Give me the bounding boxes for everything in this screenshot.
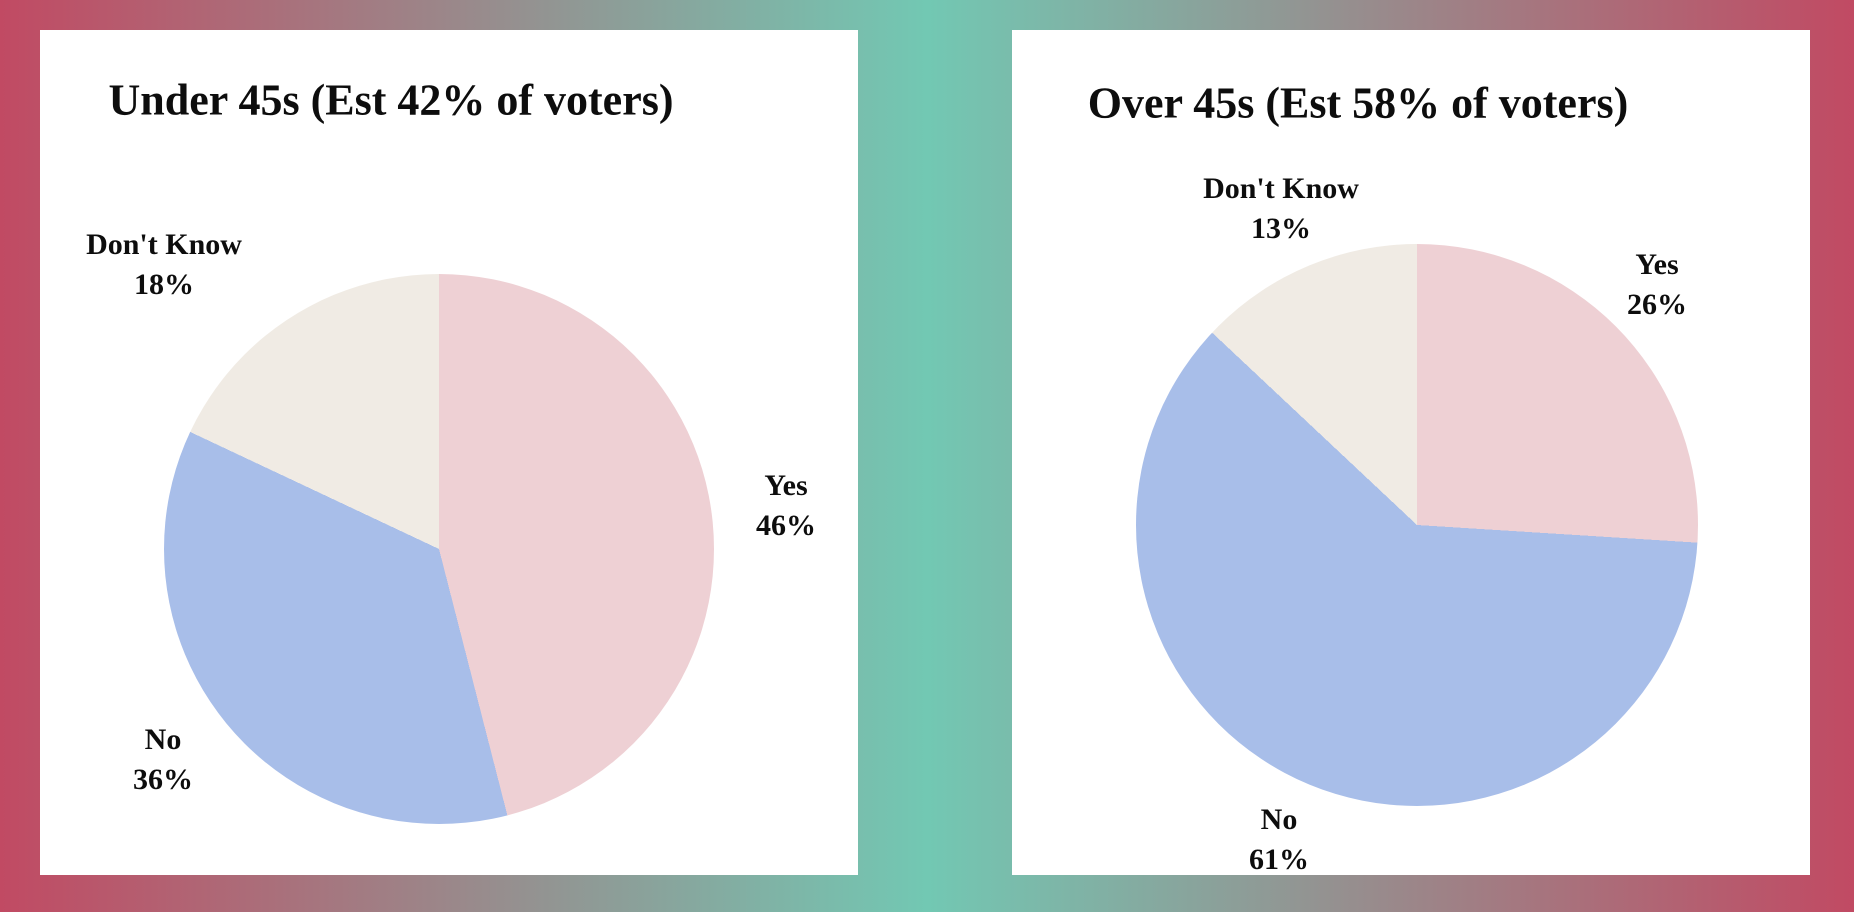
pie-chart-over-45s — [1136, 244, 1698, 806]
slice-name: Yes — [764, 469, 808, 502]
slice-percent: 46% — [756, 509, 816, 542]
slice-label-dont-know: Don't Know 18% — [86, 225, 242, 305]
slice-name: No — [144, 723, 182, 756]
slice-label-no: No 61% — [1249, 800, 1309, 880]
slice-name: Don't Know — [1203, 172, 1359, 205]
slice-label-yes: Yes 26% — [1627, 245, 1687, 325]
slice-percent: 26% — [1627, 288, 1687, 321]
slice-percent: 61% — [1249, 843, 1309, 876]
slice-label-no: No 36% — [133, 720, 193, 800]
slice-percent: 13% — [1250, 212, 1311, 245]
chart-card-over-45s: Over 45s (Est 58% of voters) Don't Know … — [1012, 30, 1810, 876]
slice-name: Yes — [1635, 248, 1679, 281]
slice-percent: 36% — [133, 763, 193, 796]
pie-chart-under-45s — [164, 274, 714, 824]
chart-card-under-45s: Under 45s (Est 42% of voters) Don't Know… — [40, 30, 858, 875]
slice-label-dont-know: Don't Know 13% — [1203, 169, 1359, 249]
chart-title-under-45s: Under 45s (Est 42% of voters) — [108, 75, 674, 125]
slice-label-yes: Yes 46% — [756, 466, 816, 546]
slice-percent: 18% — [133, 268, 194, 301]
chart-title-over-45s: Over 45s (Est 58% of voters) — [1087, 78, 1629, 128]
slice-name: Don't Know — [86, 228, 242, 261]
slice-name: No — [1260, 803, 1298, 836]
